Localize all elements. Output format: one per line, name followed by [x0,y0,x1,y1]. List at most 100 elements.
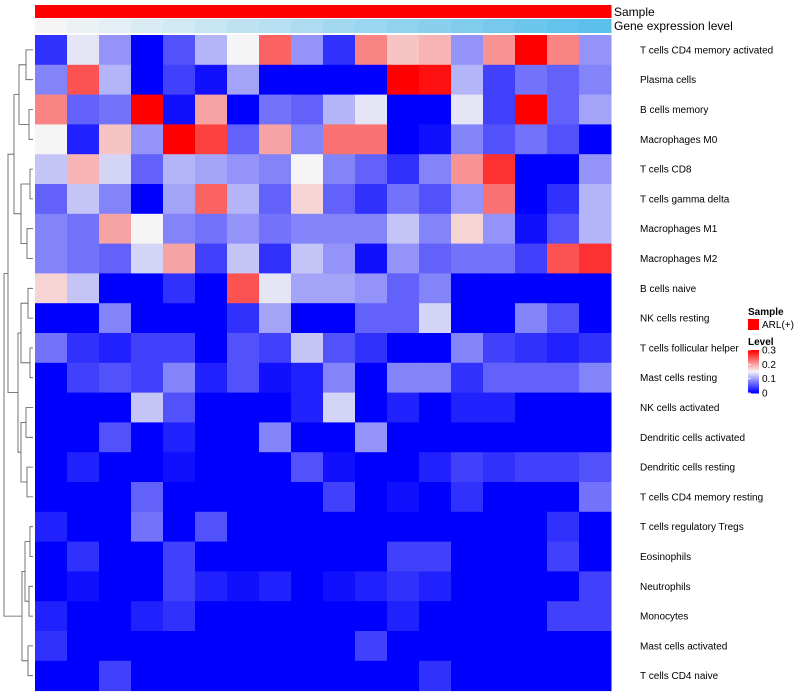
heatmap-cell [387,511,420,543]
row-label: Mast cells resting [640,373,717,384]
row-label: Dendritic cells activated [640,433,745,444]
heatmap-cell [99,422,132,453]
row-label: Eosinophils [640,552,691,563]
heatmap-cell [35,422,68,453]
heatmap-cell [195,571,228,602]
heatmap-cell [35,64,68,96]
colorbar-segment [748,363,759,365]
heatmap-cell [451,452,484,483]
heatmap-cell [355,303,388,334]
heatmap-cells [35,35,612,692]
heatmap-cell [547,124,580,155]
heatmap-cell [99,35,132,66]
heatmap-cell [259,64,292,96]
heatmap-cell [451,631,484,662]
annotation-sample-cell [99,5,132,18]
heatmap-cell [35,601,68,632]
heatmap-cell [547,243,580,274]
heatmap-cell [195,601,228,632]
heatmap-cell [483,660,516,692]
annotation-expression-cell [451,19,484,33]
heatmap-cell [547,571,580,602]
heatmap-cell [291,124,324,155]
annotation-expression-cell [67,19,100,33]
heatmap-cell [131,303,164,334]
heatmap-cell [291,64,324,96]
heatmap-cell [67,660,100,692]
heatmap-cell [131,124,164,155]
heatmap-cell [515,243,548,274]
column-annotations: Sample Gene expression level [35,5,733,33]
heatmap-cell [483,392,516,423]
heatmap-cell [323,333,356,364]
annotation-sample-cell [67,5,100,18]
colorbar-tick-label: 0.2 [762,360,776,371]
heatmap-cell [483,243,516,274]
heatmap-cell [195,511,228,543]
heatmap-cell [67,422,100,453]
heatmap-cell [195,273,228,304]
annotation-sample-cell [515,5,548,18]
heatmap-cell [323,303,356,334]
heatmap-cell [259,482,292,513]
heatmap-cell [547,631,580,662]
heatmap-cell [35,482,68,513]
heatmap-cell [451,541,484,572]
annotation-expression-cell [291,19,324,33]
heatmap-cell [387,482,420,513]
heatmap-cell [67,333,100,364]
heatmap-cell [451,94,484,125]
heatmap-cell [291,482,324,513]
heatmap-cell [227,184,260,215]
heatmap-cell [227,511,260,543]
heatmap-cell [259,124,292,155]
heatmap-cell [451,35,484,66]
heatmap-cell [355,362,388,394]
heatmap-cell [35,333,68,364]
heatmap-cell [195,124,228,155]
heatmap-cell [483,482,516,513]
heatmap-cell [451,184,484,215]
heatmap-cell [547,184,580,215]
heatmap-cell [451,362,484,394]
heatmap-cell [99,124,132,155]
heatmap-cell [323,124,356,155]
heatmap-cell [419,154,452,185]
heatmap-cell [387,362,420,394]
heatmap-cell [323,94,356,125]
heatmap-cell [387,541,420,572]
heatmap-cell [99,184,132,215]
heatmap-cell [547,392,580,423]
heatmap-cell [131,452,164,483]
heatmap-cell [355,511,388,543]
heatmap-cell [195,303,228,334]
heatmap-cell [35,631,68,662]
heatmap-cell [67,601,100,632]
row-label: Neutrophils [640,582,691,593]
heatmap-cell [387,601,420,632]
heatmap-cell [387,303,420,334]
heatmap-cell [99,154,132,185]
annotation-expression-cell [387,19,420,33]
heatmap-cell [483,511,516,543]
heatmap-cell [131,631,164,662]
annotation-expression-cell [195,19,228,33]
heatmap-cell [483,35,516,66]
annotation-sample-cell [387,5,420,18]
row-label: Macrophages M1 [640,224,718,235]
heatmap-cell [195,184,228,215]
annotation-sample-cell [163,5,196,18]
heatmap-cell [131,35,164,66]
row-label: B cells naive [640,284,697,295]
heatmap-cell [99,94,132,125]
heatmap-cell [195,64,228,96]
heatmap-cell [483,64,516,96]
dendrogram-branch [29,347,33,379]
heatmap-cell [163,631,196,662]
heatmap-cell [195,452,228,483]
colorbar-segment [748,355,759,357]
heatmap-cell [259,511,292,543]
heatmap-cell [579,154,612,185]
heatmap-cell [35,362,68,394]
heatmap-cell [163,452,196,483]
